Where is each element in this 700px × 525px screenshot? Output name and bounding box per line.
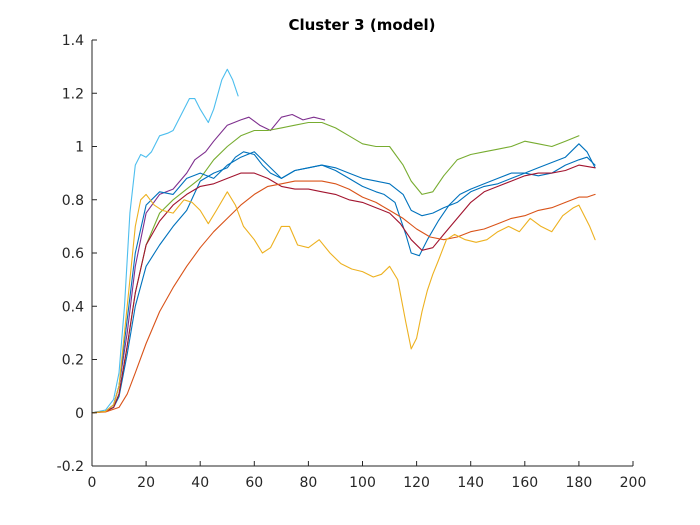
- y-tick-label: 0.2: [62, 353, 84, 369]
- x-tick-label: 80: [299, 475, 317, 491]
- series-line-4: [91, 151, 596, 414]
- series-line-6: [91, 164, 596, 414]
- y-tick-label: 0.8: [62, 193, 84, 209]
- y-tick-label: 0: [75, 406, 84, 422]
- plot-lines: [91, 68, 596, 414]
- series-line-3: [91, 121, 580, 414]
- series-line-1: [91, 68, 239, 414]
- x-tick-label: 140: [457, 475, 484, 491]
- x-tick-label: 100: [349, 475, 376, 491]
- x-tick-label: 60: [245, 475, 263, 491]
- series-line-2: [91, 113, 326, 414]
- x-tick-label: 160: [511, 475, 538, 491]
- series-line-5: [91, 143, 596, 414]
- y-tick-label: 0.4: [62, 299, 84, 315]
- chart-title: Cluster 3 (model): [288, 16, 435, 34]
- y-tick-label: 1.2: [62, 86, 84, 102]
- x-tick-label: 180: [566, 475, 593, 491]
- series-line-7: [91, 180, 596, 414]
- series-line-8: [91, 191, 596, 414]
- y-tick-label: 0.6: [62, 246, 84, 262]
- y-tick-label: 1: [75, 140, 84, 156]
- x-tick-label: 200: [620, 475, 647, 491]
- y-tick-label: 1.4: [62, 33, 84, 49]
- x-tick-label: 20: [137, 475, 155, 491]
- y-tick-label: -0.2: [57, 459, 84, 475]
- x-tick-label: 0: [88, 475, 97, 491]
- x-tick-label: 120: [403, 475, 430, 491]
- x-tick-label: 40: [191, 475, 209, 491]
- axes: 0 20 40 60 80 100 120 140 160 180 200-0.200.20.40.…: [57, 33, 647, 491]
